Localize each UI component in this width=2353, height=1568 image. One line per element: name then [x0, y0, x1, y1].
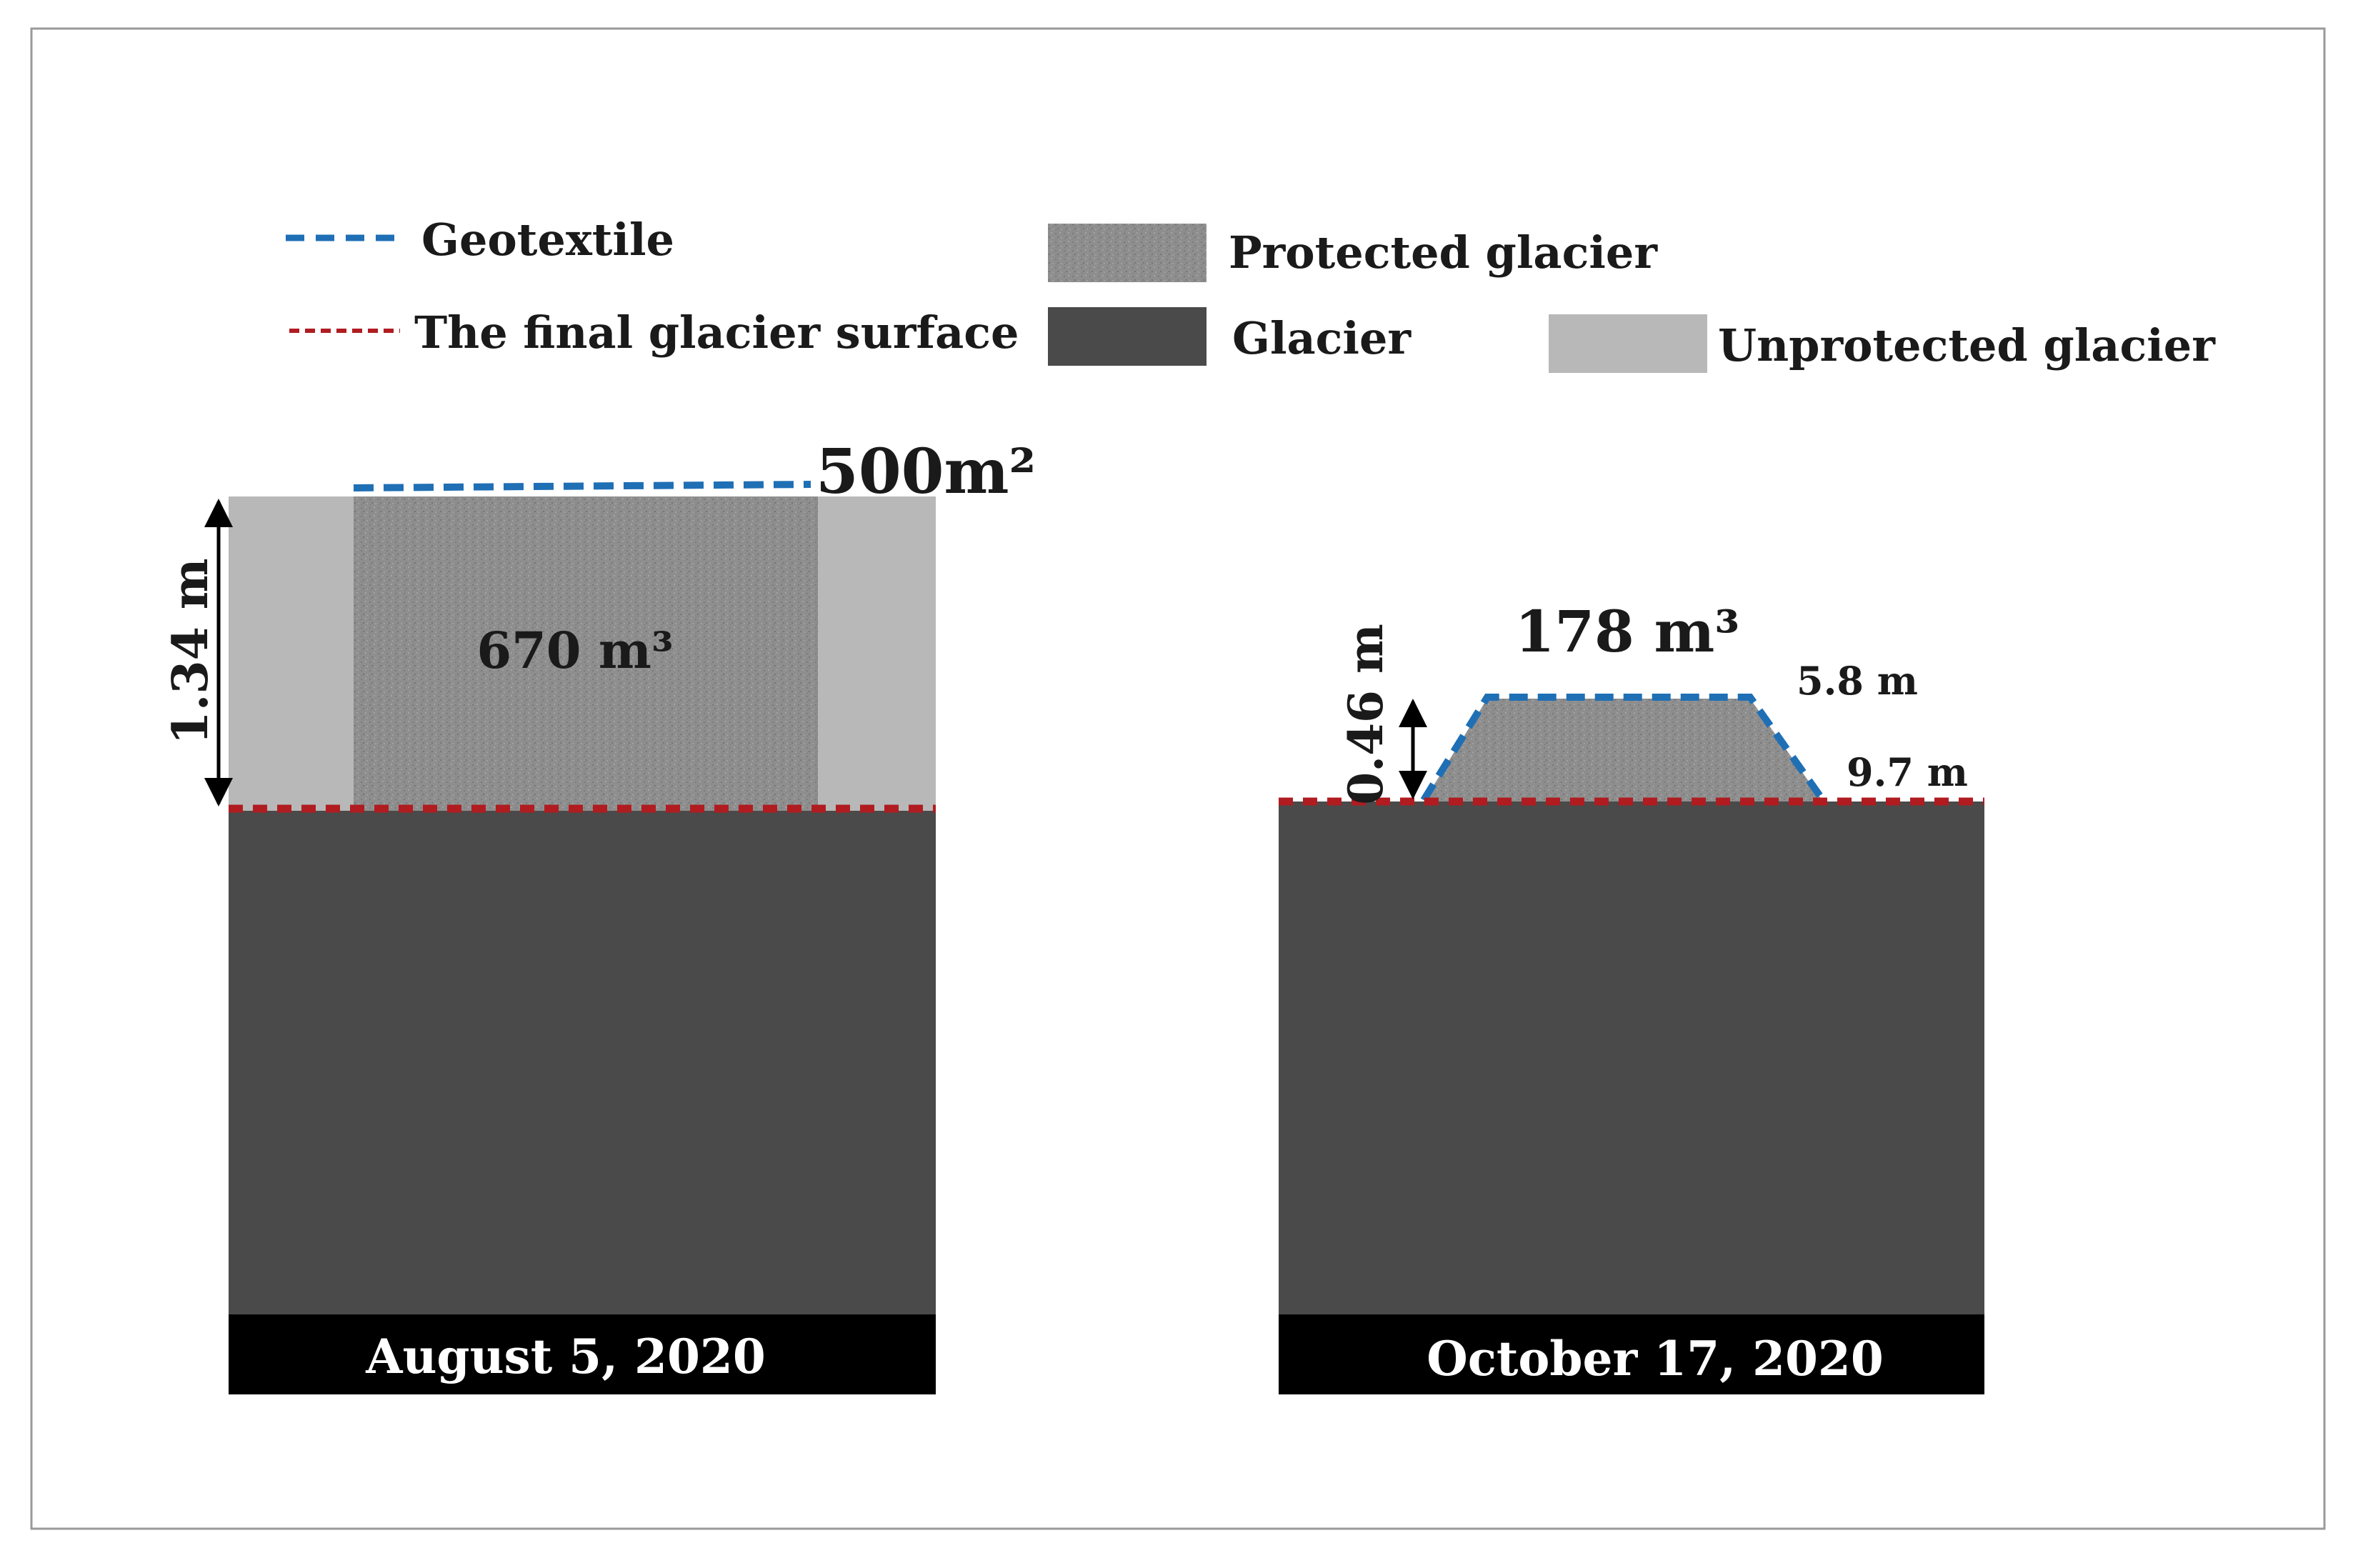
height-label: 1.34 m: [162, 558, 219, 744]
date-bar: [229, 1314, 936, 1394]
area-label: 500m²: [816, 436, 1036, 508]
glacier-body: [229, 811, 936, 1314]
legend-protected-swatch: [1048, 224, 1207, 282]
geotextile-line: [1420, 694, 1827, 802]
top-width-label: 5.8 m: [1797, 658, 1918, 704]
legend-protected-label: Protected glacier: [1229, 226, 1658, 279]
legend-unprotected-label: Unprotected glacier: [1718, 319, 2216, 371]
geotextile-line: [353, 481, 811, 491]
protected-glacier-mound: [1424, 699, 1823, 802]
date-bar: [1279, 1314, 1984, 1394]
legend-unprotected-swatch: [1549, 314, 1707, 373]
glacier-body: [1279, 802, 1984, 1314]
date-label: August 5, 2020: [365, 1329, 766, 1384]
legend: Geotextile The final glacier surface Pro…: [286, 214, 2216, 373]
figure-frame: [30, 27, 2326, 1530]
legend-glacier-swatch: [1048, 307, 1207, 366]
legend-final-surface-label: The final glacier surface: [414, 306, 1019, 359]
legend-geotextile-label: Geotextile: [421, 214, 674, 266]
date-label: October 17, 2020: [1427, 1331, 1884, 1387]
height-label: 0.46 m: [1338, 624, 1394, 805]
volume-label: 670 m³: [476, 621, 673, 680]
legend-glacier-label: Glacier: [1232, 312, 1412, 364]
panel-october: October 17, 2020 178 m³ 5.8 m 9.7 m 0.46…: [1279, 598, 1984, 1394]
volume-label: 178 m³: [1515, 598, 1740, 665]
bottom-width-label: 9.7 m: [1847, 749, 1968, 795]
panel-august: August 5, 2020 500m² 670 m³ 1.34 m: [162, 436, 1036, 1394]
protected-glacier-block: [354, 496, 818, 811]
